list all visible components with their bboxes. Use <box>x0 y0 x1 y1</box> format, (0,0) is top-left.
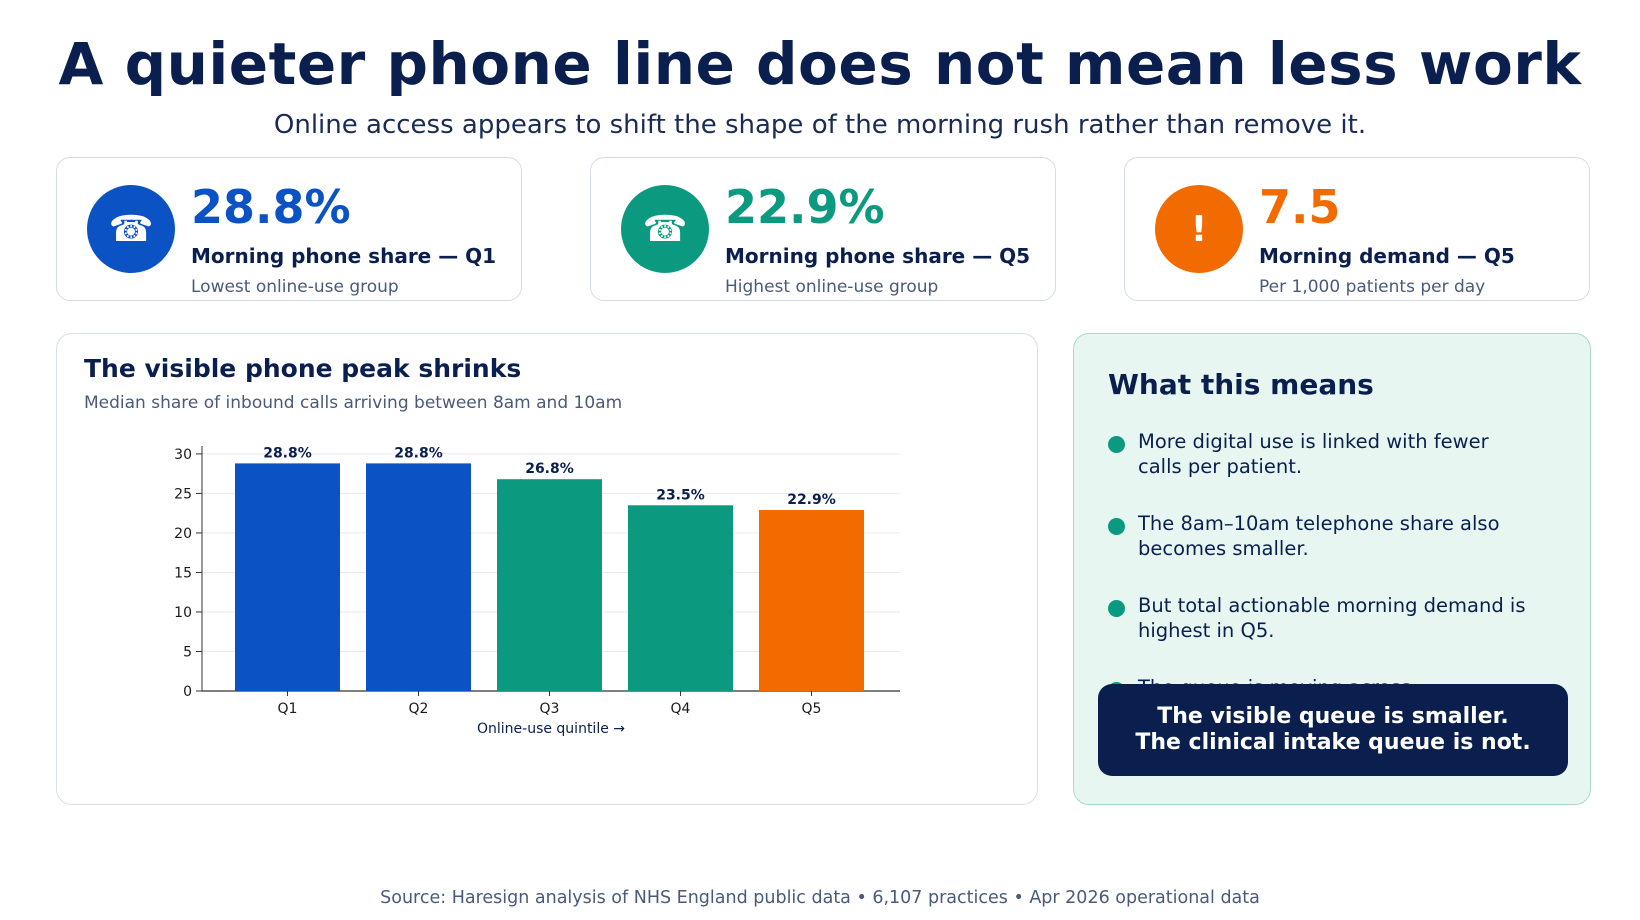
kpi-value: 7.5 <box>1259 180 1341 234</box>
chart-title: The visible phone peak shrinks <box>84 354 522 383</box>
chart-subtitle: Median share of inbound calls arriving b… <box>84 393 623 413</box>
bar-value-label: 28.8% <box>394 445 443 461</box>
kpi-card-q5-morning-demand: ! 7.5 Morning demand — Q5 Per 1,000 pati… <box>1124 157 1590 301</box>
page-subtitle: Online access appears to shift the shape… <box>273 110 1367 140</box>
phone-icon: ☎ <box>87 185 175 273</box>
y-tick-label: 20 <box>174 526 192 542</box>
kpi-card-q1-phone-share: ☎ 28.8% Morning phone share — Q1 Lowest … <box>56 157 522 301</box>
kpi-note: Per 1,000 patients per day <box>1259 277 1486 297</box>
kpi-note: Highest online-use group <box>725 277 939 297</box>
insight-title: What this means <box>1108 368 1374 401</box>
bar-q5 <box>759 510 864 691</box>
bar-value-label: 22.9% <box>787 492 836 508</box>
phone-icon: ☎ <box>621 185 709 273</box>
x-tick-label: Q3 <box>540 701 560 717</box>
x-axis-label: Online-use quintile → <box>477 721 625 737</box>
page-title: A quieter phone line does not mean less … <box>58 30 1582 98</box>
kpi-label: Morning phone share — Q1 <box>191 244 497 268</box>
chart-card: The visible phone peak shrinks Median sh… <box>56 333 1038 805</box>
bar-value-label: 23.5% <box>656 487 705 503</box>
callout-line-1: The visible queue is smaller. <box>1157 704 1509 729</box>
kpi-label: Morning demand — Q5 <box>1259 244 1515 268</box>
x-tick-label: Q1 <box>278 701 298 717</box>
y-tick-label: 25 <box>174 486 192 502</box>
bullet-dot-icon <box>1108 600 1125 617</box>
bar-q1 <box>235 463 340 691</box>
x-tick-label: Q4 <box>671 701 691 717</box>
y-tick-label: 0 <box>183 684 192 700</box>
y-tick-label: 15 <box>174 565 192 581</box>
bar-q3 <box>497 479 602 691</box>
y-tick-label: 10 <box>174 605 192 621</box>
bar-value-label: 26.8% <box>525 461 574 477</box>
insight-bullet-text: But total actionable morning demand is h… <box>1138 594 1526 642</box>
insight-bullet-text: More digital use is linked with fewer ca… <box>1138 430 1489 478</box>
insight-bullet-text: The 8am–10am telephone share also become… <box>1138 512 1500 560</box>
kpi-value: 22.9% <box>725 180 885 234</box>
bar-value-label: 28.8% <box>263 445 312 461</box>
callout-line-2: The clinical intake queue is not. <box>1135 730 1531 755</box>
y-tick-label: 30 <box>174 447 192 463</box>
kpi-value: 28.8% <box>191 180 351 234</box>
x-tick-label: Q5 <box>802 701 822 717</box>
bullet-dot-icon <box>1108 436 1125 453</box>
bar-chart: 0 5 10 15 20 25 30 28.8% Q1 28.8% Q2 26.8% Q3 23.5% Q4… <box>174 445 900 737</box>
kpi-card-q5-phone-share: ☎ 22.9% Morning phone share — Q5 Highest… <box>590 157 1056 301</box>
bar-q2 <box>366 463 471 691</box>
exclamation-icon: ! <box>1155 185 1243 273</box>
kpi-note: Lowest online-use group <box>191 277 399 297</box>
bar-q4 <box>628 505 733 691</box>
kpi-label: Morning phone share — Q5 <box>725 244 1031 268</box>
y-tick-label: 5 <box>183 644 192 660</box>
callout-box: The visible queue is smaller. The clinic… <box>1098 684 1568 776</box>
x-tick-label: Q2 <box>409 701 429 717</box>
bullet-dot-icon <box>1108 518 1125 535</box>
source-footnote: Source: Haresign analysis of NHS England… <box>380 888 1260 908</box>
insight-panel: What this means More digital use is link… <box>1073 333 1591 805</box>
